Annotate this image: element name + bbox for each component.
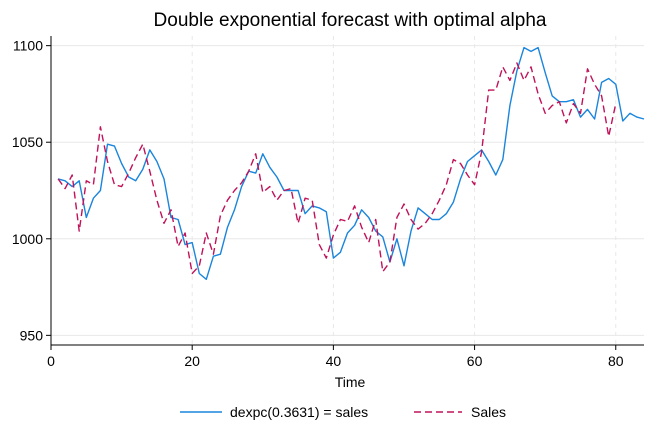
series-line-forecast: [57, 46, 645, 280]
y-tick-label-1100: 1100: [13, 38, 43, 54]
legend-label-sales: Sales: [471, 404, 506, 420]
plot-area: [57, 46, 645, 280]
y-tick-label-950: 950: [20, 327, 44, 343]
legend-label-forecast: dexpc(0.3631) = sales: [230, 404, 368, 420]
x-tick-label-60: 60: [467, 353, 483, 369]
chart-title: Double exponential forecast with optimal…: [154, 10, 547, 31]
y-tick-label-1000: 1000: [12, 231, 43, 247]
x-tick-label-40: 40: [326, 353, 342, 369]
x-axis-label: Time: [335, 374, 366, 390]
x-tick-label-80: 80: [608, 353, 624, 369]
x-tick-label-0: 0: [47, 353, 55, 369]
y-tick-label-1050: 1050: [12, 134, 43, 150]
legend: dexpc(0.3631) = sales Sales: [180, 404, 506, 420]
axes: 950 1000 1050 1100 0 20 40 60 80: [12, 36, 644, 369]
series-line-sales: [57, 62, 617, 275]
x-tick-label-20: 20: [184, 353, 200, 369]
